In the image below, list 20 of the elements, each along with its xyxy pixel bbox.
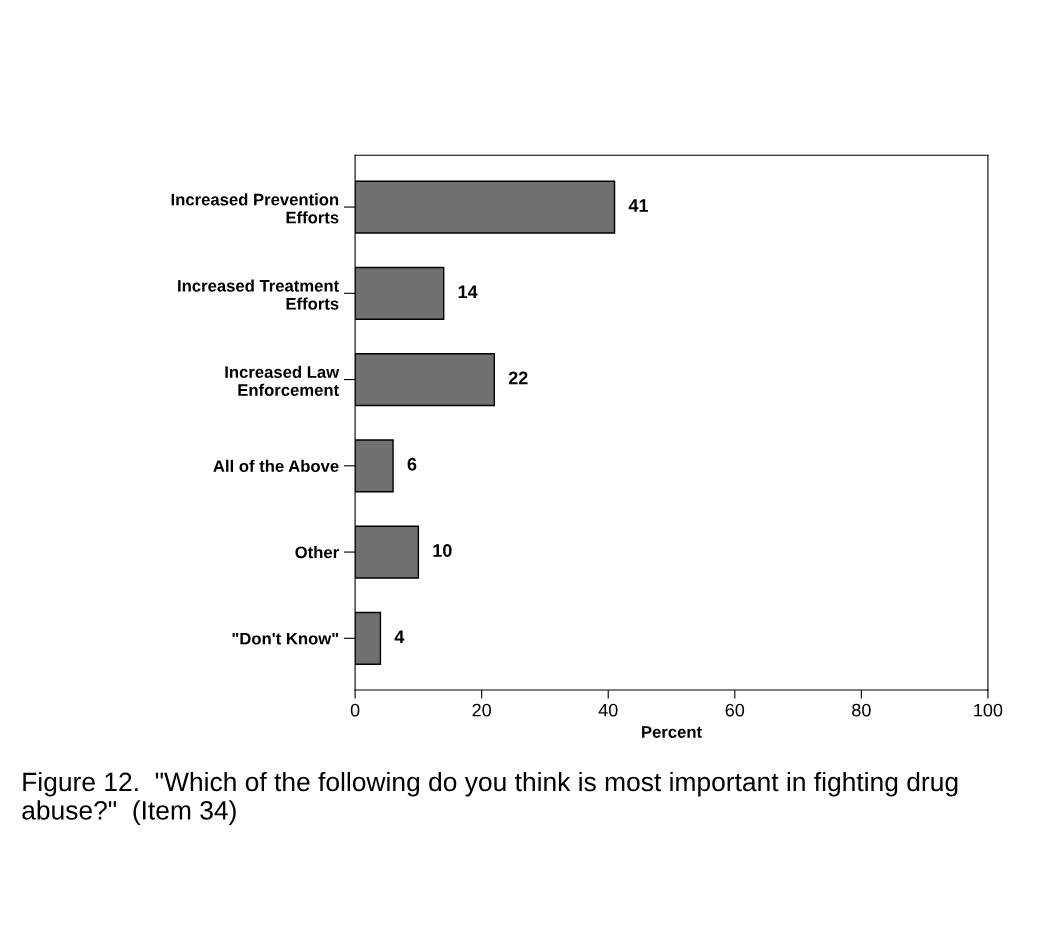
y-tick-label: Increased Law Enforcement xyxy=(225,365,340,396)
x-tick-label: 40 xyxy=(598,703,618,717)
data-label: 22 xyxy=(508,371,528,385)
caption: Figure 12. "Which of the following do you think is most important in fighting drug abuse?" (Item 34) xyxy=(22,771,958,825)
x-tick-label: 60 xyxy=(725,703,745,717)
y-tick-label: Increased Treatment Efforts xyxy=(178,279,339,310)
data-label: 6 xyxy=(407,457,417,471)
x-axis-title: Percent xyxy=(642,726,702,738)
y-tick-label: Other xyxy=(295,546,339,559)
y-tick-label: All of the Above xyxy=(213,459,339,473)
x-tick-label: 80 xyxy=(852,703,871,717)
y-tick-label: Increased Prevention Efforts xyxy=(171,193,339,224)
data-label: 4 xyxy=(394,630,405,643)
data-label: 10 xyxy=(433,544,452,557)
data-label: 41 xyxy=(628,199,649,212)
x-tick-label: 20 xyxy=(472,703,491,717)
x-tick-label: 100 xyxy=(974,703,1003,717)
y-tick-label: "Don't Know" xyxy=(232,632,339,645)
x-tick-label: 0 xyxy=(350,703,360,717)
data-label: 14 xyxy=(458,285,478,298)
